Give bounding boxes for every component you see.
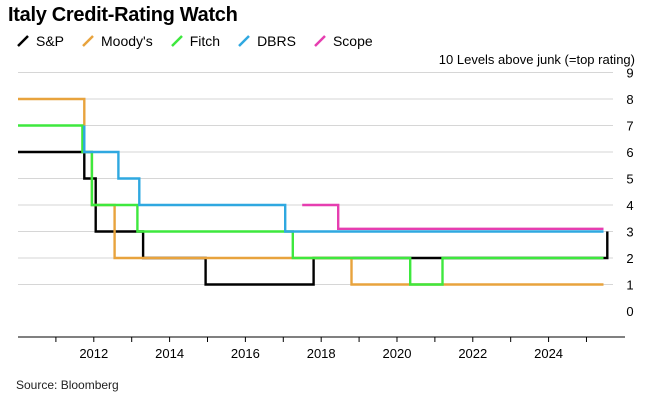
legend-item-moodys: Moody's [81, 33, 153, 49]
legend-item-sp: S&P [16, 33, 64, 49]
y-tick-label-4: 4 [626, 198, 633, 213]
x-tick-label-2020: 2020 [383, 346, 412, 361]
source-note: Source: Bloomberg [16, 378, 119, 392]
series-line-scope [302, 203, 604, 230]
x-tick-label-2014: 2014 [155, 346, 184, 361]
x-tick-label-2016: 2016 [231, 346, 260, 361]
y-tick-label-2: 2 [626, 251, 633, 266]
legend-label-moodys: Moody's [101, 33, 153, 49]
y-tick-label-6: 6 [626, 145, 633, 160]
legend-swatch-dbrs [238, 35, 250, 47]
series-line-dbrs [83, 125, 604, 233]
y-tick-label-9: 9 [626, 66, 633, 81]
y-tick-label-8: 8 [626, 92, 633, 107]
legend-label-dbrs: DBRS [257, 33, 296, 49]
y-tick-label-1: 1 [626, 278, 633, 293]
legend-item-dbrs: DBRS [237, 33, 296, 49]
x-tick-label-2024: 2024 [534, 346, 563, 361]
legend: S&P Moody's Fitch DBRS Scope [16, 33, 373, 49]
legend-item-scope: Scope [313, 33, 373, 49]
chart-title: Italy Credit-Rating Watch [8, 4, 238, 26]
legend-swatch-fitch [170, 35, 183, 47]
series-line-s-p [18, 150, 609, 286]
legend-item-fitch: Fitch [170, 33, 220, 49]
y-tick-label-3: 3 [626, 225, 633, 240]
legend-swatch-sp [17, 35, 29, 47]
x-tick-label-2018: 2018 [307, 346, 336, 361]
y-tick-label-7: 7 [626, 119, 633, 134]
x-tick-label-2022: 2022 [458, 346, 487, 361]
legend-swatch-moodys [82, 35, 94, 47]
legend-label-sp: S&P [36, 33, 65, 49]
series-line-moody-s [18, 97, 604, 286]
y-axis-label: 10 Levels above junk (=top rating) [438, 52, 635, 67]
x-tick-label-2012: 2012 [79, 346, 108, 361]
legend-label-scope: Scope [332, 33, 373, 49]
y-tick-label-5: 5 [626, 172, 633, 187]
legend-label-fitch: Fitch [189, 33, 221, 49]
y-tick-label-0: 0 [626, 304, 633, 319]
legend-swatch-scope [314, 35, 326, 47]
